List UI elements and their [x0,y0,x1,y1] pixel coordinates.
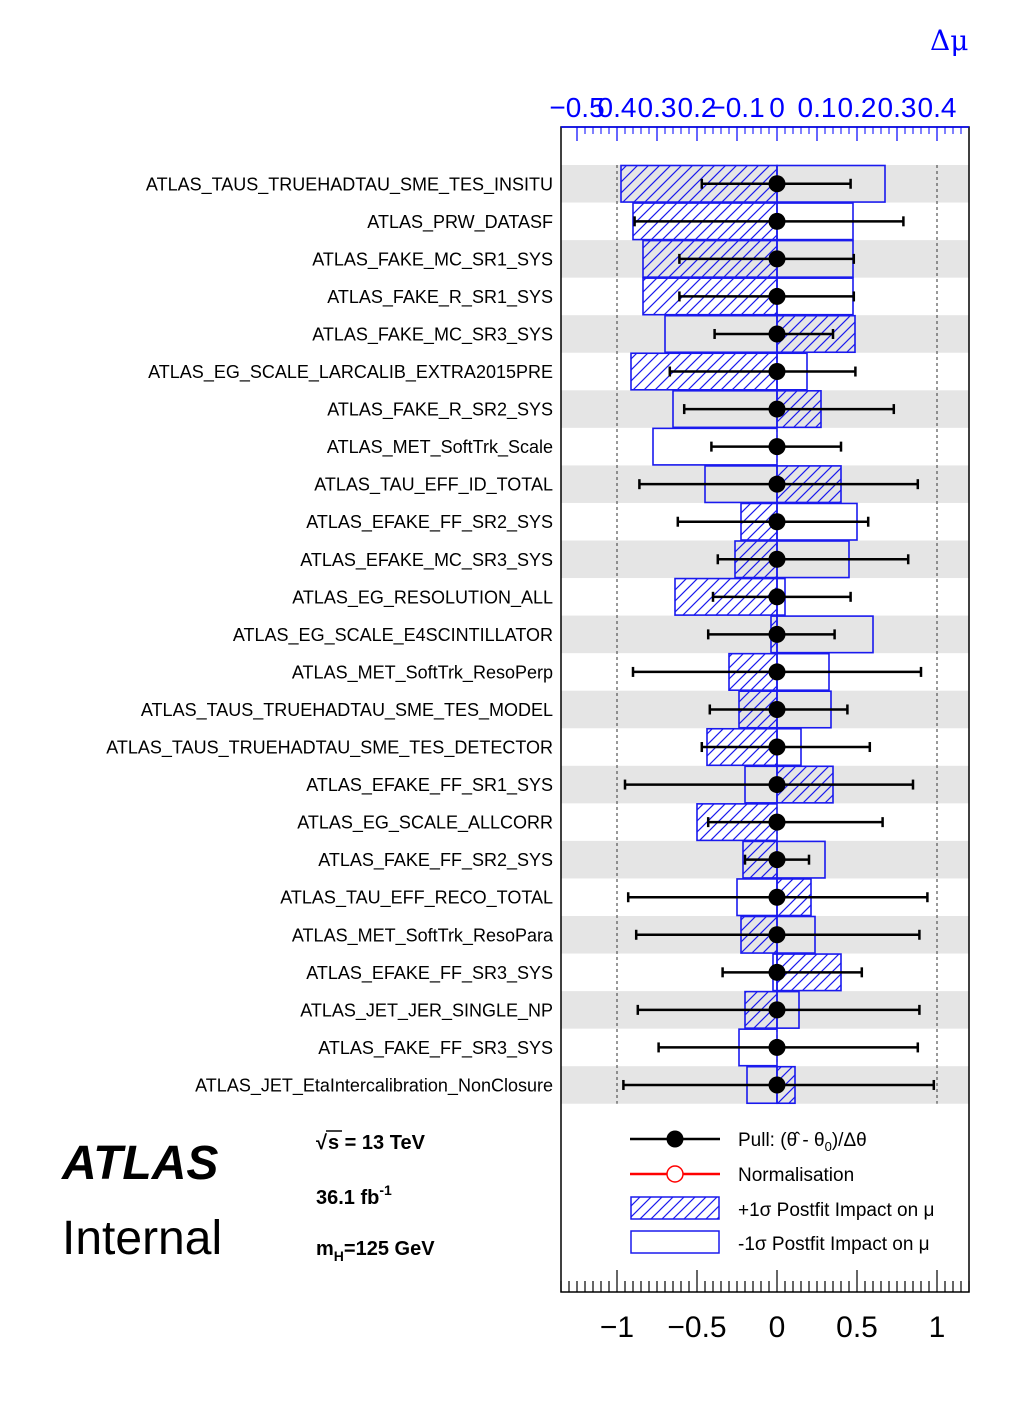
parameter-label: ATLAS_TAU_EFF_RECO_TOTAL [280,888,553,909]
legend-pull-marker [666,1130,684,1148]
bottom-tick-label: 0 [769,1311,786,1344]
pull-point [768,287,786,305]
legend: Pull: (θ̂ - θ0)/Δθ Normalisation +1σ Pos… [630,1130,934,1255]
top-tick-label: 0.4 [598,92,637,123]
parameter-label: ATLAS_FAKE_R_SR1_SYS [327,287,553,308]
pull-point [768,776,786,794]
top-tick-label: −0.1 [709,92,764,123]
pull-point [768,250,786,268]
parameter-label: ATLAS_FAKE_MC_SR3_SYS [312,324,553,345]
parameter-label: ATLAS_TAUS_TRUEHADTAU_SME_TES_INSITU [146,174,553,195]
parameter-label: ATLAS_EG_SCALE_LARCALIB_EXTRA2015PRE [148,362,553,383]
legend-pull-label: Pull: (θ̂ - θ0)/Δθ [738,1130,867,1154]
energy-text: √ s = 13 TeV [316,1130,426,1154]
pull-point [768,325,786,343]
pull-point [768,700,786,718]
legend-norm-marker [666,1165,684,1183]
parameter-label: ATLAS_FAKE_MC_SR1_SYS [312,249,553,270]
pull-point [768,550,786,568]
top-axis: −0.50.4 0.3 0.2−0.1 0 0.1 0.2 0.3 0.4 [549,92,969,141]
parameter-label: ATLAS_EFAKE_FF_SR2_SYS [306,512,553,533]
top-tick-label: 0.3 [638,92,677,123]
parameter-label: ATLAS_FAKE_FF_SR2_SYS [318,850,553,871]
parameter-label: ATLAS_TAU_EFF_ID_TOTAL [314,475,553,496]
legend-plus-label: +1σ Postfit Impact on μ [738,1200,934,1221]
parameter-label: ATLAS_EG_SCALE_ALLCORR [297,813,553,834]
pull-point [768,1001,786,1019]
bottom-tick-label: 1 [929,1311,946,1344]
parameter-label: ATLAS_PRW_DATASF [367,212,553,233]
pull-point [768,851,786,869]
atlas-status: Internal [62,1212,222,1265]
pull-point [768,212,786,230]
pull-point [768,663,786,681]
bottom-tick-label: −0.5 [667,1311,726,1344]
bottom-tick-label: −1 [600,1311,634,1344]
pull-point [768,475,786,493]
top-axis-title: Δμ [930,24,968,57]
parameter-labels: ATLAS_TAUS_TRUEHADTAU_SME_TES_INSITU ATLA… [106,174,554,1096]
top-tick-label: −0.5 [549,92,604,123]
parameter-label: ATLAS_FAKE_R_SR2_SYS [327,400,553,421]
parameter-label: ATLAS_MET_SoftTrk_ResoPerp [292,662,553,683]
parameter-label: ATLAS_JET_JER_SINGLE_NP [300,1000,553,1021]
top-tick-label: 0.1 [798,92,837,123]
pull-point [768,926,786,944]
atlas-label: ATLAS [61,1137,218,1190]
top-tick-label: 0.2 [678,92,717,123]
pull-point [768,888,786,906]
pull-point [768,963,786,981]
pull-point [768,438,786,456]
pull-point [768,588,786,606]
pull-point [768,625,786,643]
pull-point [768,513,786,531]
pull-point [768,400,786,418]
energy-label: s = 13 TeV [328,1132,426,1154]
pull-point [768,1076,786,1094]
bottom-axis: −1 −0.5 0 0.5 1 [560,1270,970,1344]
luminosity-label: 36.1 fb-1 [316,1182,392,1209]
parameter-label: ATLAS_EFAKE_FF_SR1_SYS [306,775,553,796]
bottom-tick-label: 0.5 [836,1311,878,1344]
parameter-label: ATLAS_TAUS_TRUEHADTAU_SME_TES_DETECTOR [106,738,553,759]
pull-point [768,813,786,831]
parameter-label: ATLAS_JET_EtaIntercalibration_NonClosure [195,1075,553,1096]
pull-points [622,175,936,1094]
mass-label: mH=125 GeV [316,1238,435,1264]
top-tick-label: 0.4 [918,92,957,123]
parameter-label: ATLAS_EFAKE_MC_SR3_SYS [300,550,553,571]
sqrt-symbol: √ [316,1132,328,1154]
parameter-label: ATLAS_EG_SCALE_E4SCINTILLATOR [233,625,553,646]
parameter-label: ATLAS_TAUS_TRUEHADTAU_SME_TES_MODEL [141,700,553,721]
parameter-label: ATLAS_FAKE_FF_SR3_SYS [318,1038,553,1059]
parameter-label: ATLAS_EFAKE_FF_SR3_SYS [306,963,553,984]
legend-minus-label: -1σ Postfit Impact on μ [738,1234,930,1255]
pull-point [768,1038,786,1056]
pull-point [768,363,786,381]
legend-norm-label: Normalisation [738,1165,854,1186]
parameter-label: ATLAS_EG_RESOLUTION_ALL [292,587,553,608]
legend-minus-swatch [630,1230,720,1254]
pull-point [768,175,786,193]
pull-point [768,738,786,756]
legend-plus-swatch [630,1196,720,1220]
parameter-label: ATLAS_MET_SoftTrk_ResoPara [292,925,554,946]
top-tick-label: 0.3 [878,92,917,123]
top-tick-label: 0 [769,92,785,123]
top-tick-label: 0.2 [838,92,877,123]
parameter-label: ATLAS_MET_SoftTrk_Scale [327,437,553,458]
